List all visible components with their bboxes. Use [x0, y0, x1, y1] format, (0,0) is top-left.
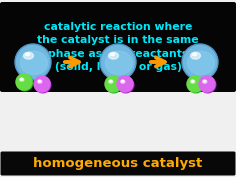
- Ellipse shape: [193, 53, 197, 56]
- Ellipse shape: [109, 80, 113, 83]
- FancyBboxPatch shape: [0, 2, 236, 92]
- Ellipse shape: [191, 80, 195, 83]
- Circle shape: [117, 76, 133, 92]
- Ellipse shape: [105, 51, 132, 75]
- Circle shape: [188, 77, 204, 93]
- Ellipse shape: [110, 80, 111, 82]
- Ellipse shape: [121, 80, 125, 83]
- Circle shape: [187, 76, 203, 92]
- Circle shape: [34, 76, 50, 92]
- Ellipse shape: [20, 51, 47, 75]
- Circle shape: [182, 44, 218, 80]
- Ellipse shape: [190, 52, 200, 59]
- Circle shape: [183, 45, 217, 79]
- Circle shape: [105, 76, 121, 92]
- Ellipse shape: [122, 80, 123, 82]
- Ellipse shape: [24, 52, 34, 59]
- Circle shape: [101, 45, 135, 79]
- Circle shape: [16, 74, 32, 90]
- Ellipse shape: [21, 78, 22, 79]
- Circle shape: [200, 77, 216, 93]
- Ellipse shape: [204, 80, 205, 82]
- Ellipse shape: [187, 51, 214, 75]
- Circle shape: [17, 45, 50, 79]
- Ellipse shape: [109, 52, 118, 59]
- Text: catalytic reaction where
the catalyst is in the same
phase as the reactants
(sol: catalytic reaction where the catalyst is…: [37, 22, 199, 72]
- Circle shape: [15, 44, 51, 80]
- Circle shape: [118, 77, 134, 93]
- Ellipse shape: [26, 53, 30, 56]
- Ellipse shape: [192, 80, 193, 82]
- Ellipse shape: [39, 80, 40, 82]
- Circle shape: [35, 77, 51, 93]
- Circle shape: [199, 76, 215, 92]
- Ellipse shape: [203, 80, 207, 83]
- Ellipse shape: [20, 78, 24, 81]
- FancyBboxPatch shape: [0, 152, 236, 176]
- Circle shape: [106, 77, 122, 93]
- Text: homogeneous catalyst: homogeneous catalyst: [33, 157, 203, 170]
- Circle shape: [17, 75, 33, 91]
- Circle shape: [100, 44, 136, 80]
- Ellipse shape: [111, 53, 115, 56]
- Ellipse shape: [38, 80, 42, 83]
